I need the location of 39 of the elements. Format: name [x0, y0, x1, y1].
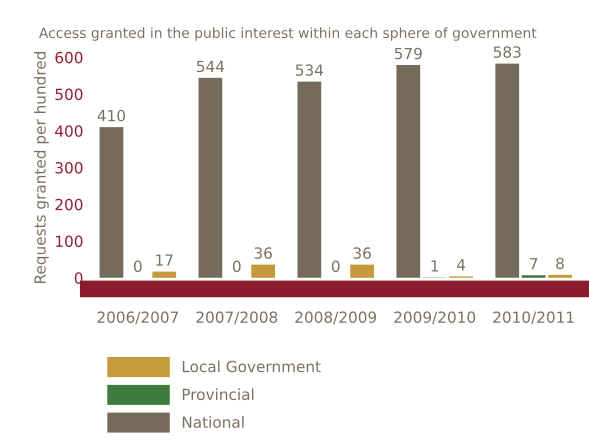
bar [297, 82, 322, 278]
x-tick-label: 2006/2007 [97, 311, 178, 324]
data-label: 0 [134, 260, 142, 272]
data-label: 17 [156, 254, 173, 266]
data-label: 0 [332, 260, 340, 272]
bar [152, 272, 176, 278]
data-label: 4 [456, 259, 466, 270]
bar [495, 64, 520, 278]
x-tick-label: 2010/2011 [493, 311, 574, 324]
data-label: 7 [530, 258, 538, 270]
bar [100, 127, 124, 278]
y-tick-label: 100 [56, 236, 82, 248]
x-tick-label: 2008/2009 [295, 311, 376, 324]
data-label: 534 [296, 64, 324, 76]
data-label: 0 [232, 260, 241, 272]
data-label: 1 [432, 260, 438, 272]
data-label: 579 [394, 48, 422, 60]
legend-label: Provincial [182, 388, 254, 400]
y-tick-label: 400 [55, 125, 82, 137]
bar [198, 78, 222, 278]
data-label: 36 [354, 247, 371, 259]
y-tick-label: 300 [55, 162, 82, 174]
x-tick-label: 2007/2008 [196, 311, 278, 324]
y-axis-title: Requests granted per hundred [34, 52, 49, 284]
y-tick-label: 200 [55, 198, 82, 210]
bar [350, 264, 374, 278]
y-tick-label: 500 [56, 88, 82, 100]
data-label: 410 [98, 110, 126, 122]
bar [251, 264, 276, 278]
data-label: 36 [254, 247, 272, 259]
y-tick-label: 600 [55, 52, 82, 64]
legend-label: Local Government [182, 360, 321, 372]
data-label: 8 [556, 258, 564, 270]
legend-label: National [182, 416, 244, 428]
data-label: 583 [494, 46, 521, 58]
data-label: 544 [196, 60, 224, 72]
x-tick-label: 2009/2010 [394, 311, 476, 324]
bar [396, 65, 420, 278]
chart-title: Access granted in the public interest within each sphere of government [38, 27, 536, 41]
